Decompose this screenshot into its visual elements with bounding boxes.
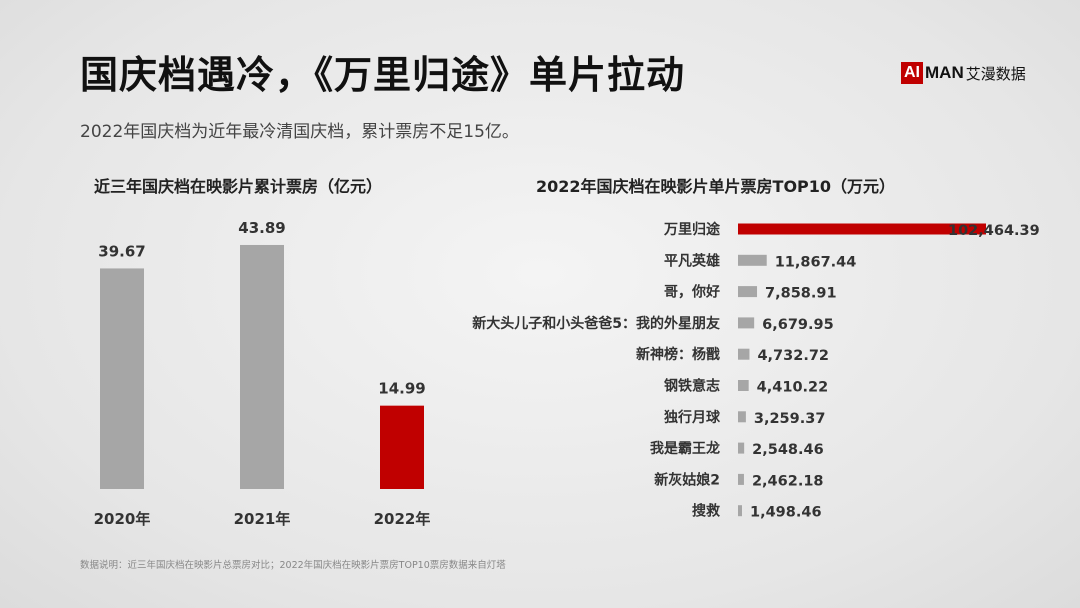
value-label-2020年: 39.67 bbox=[98, 242, 145, 260]
film-value-10: 1,498.46 bbox=[750, 505, 822, 521]
film-value-5: 4,732.72 bbox=[757, 348, 829, 364]
value-label-2021年: 43.89 bbox=[238, 219, 285, 237]
film-value-1: 102,464.39 bbox=[948, 223, 1040, 239]
category-label-2022年: 2022年 bbox=[374, 510, 431, 528]
hbar-5 bbox=[738, 348, 750, 360]
film-label-10: 搜救 bbox=[692, 503, 721, 520]
page-subtitle: 2022年国庆档为近年最冷清国庆档，累计票房不足15亿。 bbox=[80, 122, 519, 142]
hbar-10 bbox=[738, 505, 742, 517]
category-label-2020年: 2020年 bbox=[94, 510, 151, 528]
film-label-6: 钢铁意志 bbox=[664, 378, 720, 395]
logo-cn-text: 艾漫数据 bbox=[965, 64, 1026, 83]
film-value-9: 2,462.18 bbox=[752, 473, 824, 489]
film-value-6: 4,410.22 bbox=[757, 380, 829, 396]
film-value-2: 11,867.44 bbox=[775, 254, 857, 270]
film-value-7: 3,259.37 bbox=[754, 411, 826, 427]
film-label-1: 万里归途 bbox=[663, 221, 721, 238]
film-label-3: 哥，你好 bbox=[664, 284, 720, 301]
data-footnote: 数据说明：近三年国庆档在映影片总票房对比；2022年国庆档在映影片票房TOP10… bbox=[80, 560, 506, 571]
hbar-6 bbox=[738, 380, 749, 391]
page-title: 国庆档遇冷，《万里归途》单片拉动 bbox=[80, 53, 686, 97]
hbar-4 bbox=[738, 317, 755, 329]
film-label-8: 我是霸王龙 bbox=[650, 440, 720, 457]
film-label-2: 平凡英雄 bbox=[664, 252, 720, 269]
hbar-7 bbox=[738, 411, 746, 423]
film-label-5: 新神榜：杨戬 bbox=[636, 346, 720, 363]
left-chart-title: 近三年国庆档在映影片累计票房（亿元） bbox=[94, 177, 383, 196]
hbar-8 bbox=[738, 442, 745, 454]
film-label-4: 新大头儿子和小头爸爸5：我的外星朋友 bbox=[472, 315, 720, 332]
logo-man-text: MAN bbox=[925, 63, 964, 82]
hbar-3 bbox=[738, 286, 758, 298]
film-value-3: 7,858.91 bbox=[765, 286, 837, 302]
value-label-2022年: 14.99 bbox=[378, 380, 425, 398]
bar-2021年 bbox=[240, 244, 284, 489]
film-value-8: 2,548.46 bbox=[752, 442, 824, 458]
film-value-4: 6,679.95 bbox=[762, 317, 834, 333]
hbar-1 bbox=[738, 223, 986, 235]
bar-2022年 bbox=[380, 405, 424, 489]
hbar-2 bbox=[738, 254, 767, 266]
film-label-9: 新灰姑娘2 bbox=[654, 471, 720, 488]
category-label-2021年: 2021年 bbox=[234, 510, 291, 528]
aiman-logo: AI MAN 艾漫数据 bbox=[901, 62, 1026, 84]
film-label-7: 独行月球 bbox=[664, 409, 721, 426]
hbar-9 bbox=[738, 473, 744, 485]
logo-ai-mark: AI bbox=[901, 62, 923, 84]
right-chart-title: 2022年国庆档在映影片单片票房TOP10（万元） bbox=[536, 177, 896, 196]
bar-2020年 bbox=[100, 268, 144, 489]
